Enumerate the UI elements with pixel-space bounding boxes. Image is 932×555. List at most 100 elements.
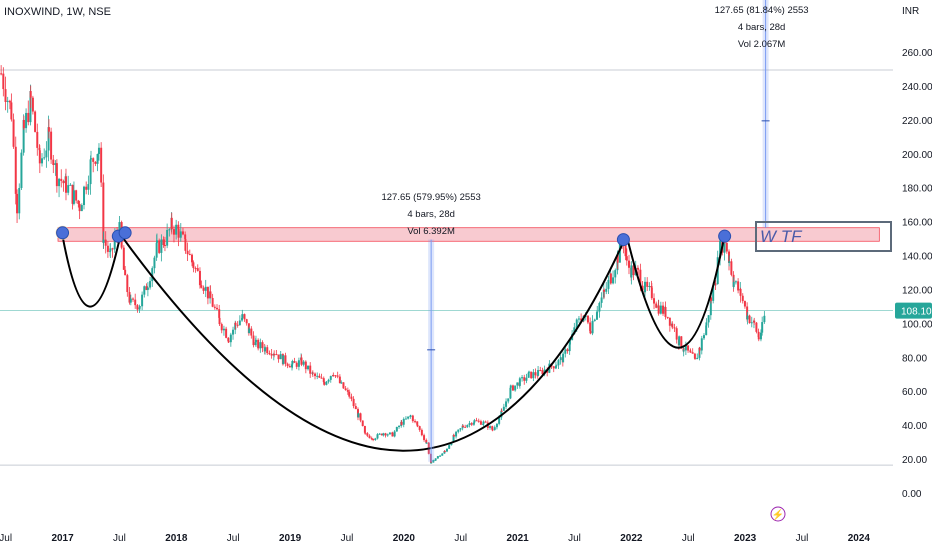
candle-body (200, 285, 203, 288)
y-tick-label: 180.00 (902, 184, 932, 195)
candle-body (562, 353, 565, 363)
y-tick-label: 60.00 (902, 387, 927, 398)
candle-body (662, 305, 665, 314)
y-tick-label: 80.00 (902, 353, 927, 364)
candle-body (342, 382, 345, 389)
candle-body (109, 248, 112, 252)
candle-body (218, 317, 221, 325)
candle-body (20, 152, 23, 188)
candle-body (31, 97, 34, 112)
candle-body (709, 297, 712, 316)
pivot-marker (718, 229, 732, 243)
candle-body (374, 438, 377, 440)
candle-body (589, 331, 592, 334)
candle-body (102, 182, 105, 243)
candle-body (67, 185, 70, 193)
candle-body (158, 240, 161, 253)
candle-body (739, 288, 742, 296)
candle-body (566, 349, 569, 352)
candle-body (352, 398, 355, 407)
candle-body (340, 382, 343, 384)
candle-body (514, 385, 517, 391)
candle-body (300, 357, 303, 365)
axis-currency-label: INR (902, 6, 919, 17)
x-tick-label: 2021 (506, 533, 529, 544)
candle-body (325, 381, 328, 385)
candle-body (80, 205, 83, 212)
candle-body (425, 439, 428, 443)
candle-body (293, 361, 296, 363)
candle-body (657, 305, 660, 314)
candle-body (254, 339, 257, 343)
candle-body (134, 299, 137, 306)
candle-body (378, 433, 381, 435)
candle-body (151, 268, 154, 282)
candle-body (198, 270, 201, 286)
candle-body (404, 418, 407, 420)
candle-body (441, 453, 444, 456)
candle-body (54, 163, 57, 166)
pivot-marker (56, 226, 70, 240)
candle-body (216, 307, 219, 310)
candle-body (627, 260, 630, 268)
candle-body (491, 429, 494, 431)
candle-body (8, 100, 11, 103)
candle-body (266, 347, 269, 354)
candle-body (741, 295, 744, 302)
candle-body (648, 286, 651, 288)
y-tick-label: 140.00 (902, 252, 932, 263)
candle-body (162, 239, 165, 246)
candle-body (316, 375, 319, 377)
candle-body (694, 358, 697, 360)
x-tick-label: 2018 (165, 533, 188, 544)
candle-body (555, 365, 558, 367)
candle-body (136, 305, 139, 310)
candle-body (568, 339, 571, 345)
candle-body (72, 190, 75, 204)
candle-body (624, 245, 627, 257)
candle-body (577, 318, 580, 320)
candle-body (705, 325, 708, 336)
candle-body (357, 413, 360, 418)
candle-body (702, 335, 705, 339)
x-tick-label: 2020 (393, 533, 416, 544)
last-price-badge (895, 302, 932, 319)
candle-body (138, 307, 141, 310)
candle-body (97, 147, 100, 154)
candle-body (616, 254, 619, 263)
candle-body (155, 240, 158, 243)
candle-body (732, 281, 735, 287)
candle-body (87, 184, 90, 190)
candle-body (612, 277, 615, 284)
candle-body (743, 301, 746, 307)
candle-body (106, 245, 109, 252)
candle-body (327, 379, 330, 382)
candle-body (761, 322, 764, 333)
y-tick-label: 40.00 (902, 421, 927, 432)
candle-body (644, 281, 647, 293)
candle-body (90, 158, 93, 160)
symbol-header: INOXWIND, 1W, NSE (4, 6, 111, 18)
candle-body (598, 302, 601, 312)
candle-body (607, 280, 610, 289)
candle-body (318, 375, 321, 378)
candle-body (386, 434, 389, 436)
candle-body (475, 420, 478, 422)
candle-body (366, 433, 369, 436)
candle-body (275, 354, 278, 356)
candle-body (122, 247, 125, 270)
pivot-marker (118, 226, 132, 240)
pivot-marker (616, 233, 630, 247)
y-tick-label: 120.00 (902, 285, 932, 296)
candle-body (618, 242, 621, 263)
candle-body (705, 322, 708, 326)
candle-body (209, 291, 212, 298)
candle-body (64, 176, 67, 193)
candle-body (218, 309, 221, 318)
candle-body (698, 347, 701, 351)
candle-body (92, 158, 95, 162)
candle-body (220, 324, 223, 331)
candle-body (664, 307, 667, 317)
